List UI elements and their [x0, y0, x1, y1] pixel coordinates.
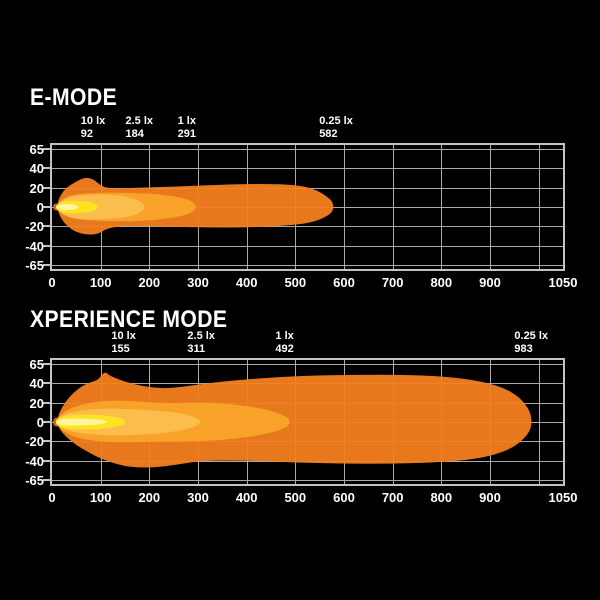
y-tick-label: 40 [29, 161, 44, 177]
lux-level: 1 lx [275, 330, 294, 342]
lux-level: 0.25 lx [319, 115, 353, 127]
lux-level: 2.5 lx [125, 115, 154, 127]
x-tick-label: 500 [284, 275, 307, 290]
x-tick-label: 100 [89, 490, 112, 505]
y-tick-label: -40 [25, 238, 44, 254]
gridline-horizontal [52, 168, 563, 170]
xperience-title: XPERIENCE MODE [30, 306, 228, 333]
x-tick-label: 800 [430, 490, 453, 505]
y-tick-label: 0 [36, 415, 44, 430]
gridline-horizontal [52, 480, 563, 481]
x-tick-label: 0 [48, 490, 56, 505]
x-tick-label: 800 [430, 275, 453, 290]
y-axis-tick [43, 382, 50, 385]
lux-distance: 291 [177, 128, 196, 140]
y-tick-label: -20 [25, 219, 44, 235]
x-tick-label: 200 [138, 490, 161, 505]
y-tick-label: -20 [25, 434, 44, 450]
lux-level: 2.5 lx [187, 330, 215, 342]
gridline-horizontal [52, 149, 563, 150]
x-tick-label: 700 [381, 275, 404, 290]
y-axis-tick [43, 225, 50, 228]
x-tick-label: 400 [235, 275, 258, 290]
y-tick-label: -65 [25, 258, 44, 273]
y-tick-label: -40 [25, 453, 44, 469]
y-axis-tick [43, 401, 50, 404]
y-axis-tick [43, 167, 50, 170]
lux-level: 10 lx [80, 115, 106, 127]
gridline-horizontal [52, 265, 563, 266]
y-axis-tick [43, 206, 50, 208]
isolux-0.25lx [57, 372, 532, 468]
y-axis-tick [43, 186, 50, 189]
x-tick-label: 1050 [548, 275, 578, 290]
beam-pattern [53, 177, 334, 235]
y-axis-tick [43, 479, 50, 481]
beam-pattern [53, 372, 532, 468]
lux-marker-label: 10 lx 92 [81, 115, 105, 141]
lux-distance: 983 [514, 343, 533, 355]
x-tick-label: 900 [479, 275, 501, 290]
y-tick-label: 65 [29, 357, 44, 372]
y-tick-label: 65 [29, 142, 44, 157]
x-tick-label: 500 [284, 490, 307, 505]
x-tick-label: 100 [89, 275, 112, 290]
lux-marker-label: 2.5 lx 311 [187, 330, 215, 356]
lux-distance: 492 [275, 343, 294, 355]
y-axis-tick [43, 148, 50, 150]
y-tick-label: -65 [25, 473, 44, 488]
x-tick-label: 600 [333, 275, 355, 290]
y-axis-tick [43, 459, 50, 462]
xperience-plot: 65 40 20 0 -20 -40 -65 0 100 200 300 400 500 600 700 80… [25, 330, 577, 505]
lux-distance: 184 [125, 128, 144, 140]
lux-marker-label: 1 lx 291 [178, 115, 196, 141]
emode-title: E-MODE [30, 84, 118, 111]
y-tick-label: 20 [29, 180, 44, 196]
y-tick-label: 40 [29, 376, 44, 392]
y-axis-tick [43, 264, 50, 266]
x-tick-label: 0 [48, 275, 56, 290]
y-axis-tick [43, 244, 50, 247]
x-tick-label: 400 [235, 490, 258, 505]
y-axis-tick [43, 363, 50, 365]
gridline-horizontal [52, 364, 563, 365]
lux-marker-label: 0.25 lx 983 [514, 330, 548, 356]
lux-distance: 582 [319, 128, 338, 140]
lux-marker-label: 2.5 lx 184 [126, 115, 154, 141]
hotspot-core [55, 204, 79, 210]
lux-marker-label: 1 lx 492 [275, 330, 293, 356]
x-tick-label: 700 [381, 490, 404, 505]
x-tick-label: 900 [479, 490, 501, 505]
isolux-2.5lx [57, 194, 145, 220]
lux-level: 10 lx [111, 330, 136, 342]
x-tick-label: 300 [187, 490, 209, 505]
gridline-horizontal [52, 245, 563, 247]
x-tick-label: 200 [138, 275, 161, 290]
x-tick-label: 600 [333, 490, 355, 505]
y-axis-tick [43, 421, 50, 423]
lux-marker-label: 10 lx 155 [111, 330, 135, 356]
hotspot-core [55, 418, 107, 426]
lux-level: 1 lx [177, 115, 196, 127]
lux-marker-label: 0.25 lx 582 [319, 115, 353, 141]
y-tick-label: 0 [36, 200, 44, 215]
emode-plot: 65 40 20 0 -20 -40 -65 0 100 200 300 400 500 600 700 80… [25, 115, 577, 290]
lux-level: 0.25 lx [514, 330, 549, 342]
lux-distance: 155 [111, 343, 130, 355]
y-tick-label: 20 [29, 395, 44, 411]
lux-distance: 311 [187, 343, 206, 355]
y-axis-tick [43, 440, 50, 443]
x-tick-label: 1050 [548, 490, 578, 505]
gridline-horizontal [52, 226, 563, 228]
lux-distance: 92 [80, 128, 94, 140]
x-tick-label: 300 [187, 275, 209, 290]
